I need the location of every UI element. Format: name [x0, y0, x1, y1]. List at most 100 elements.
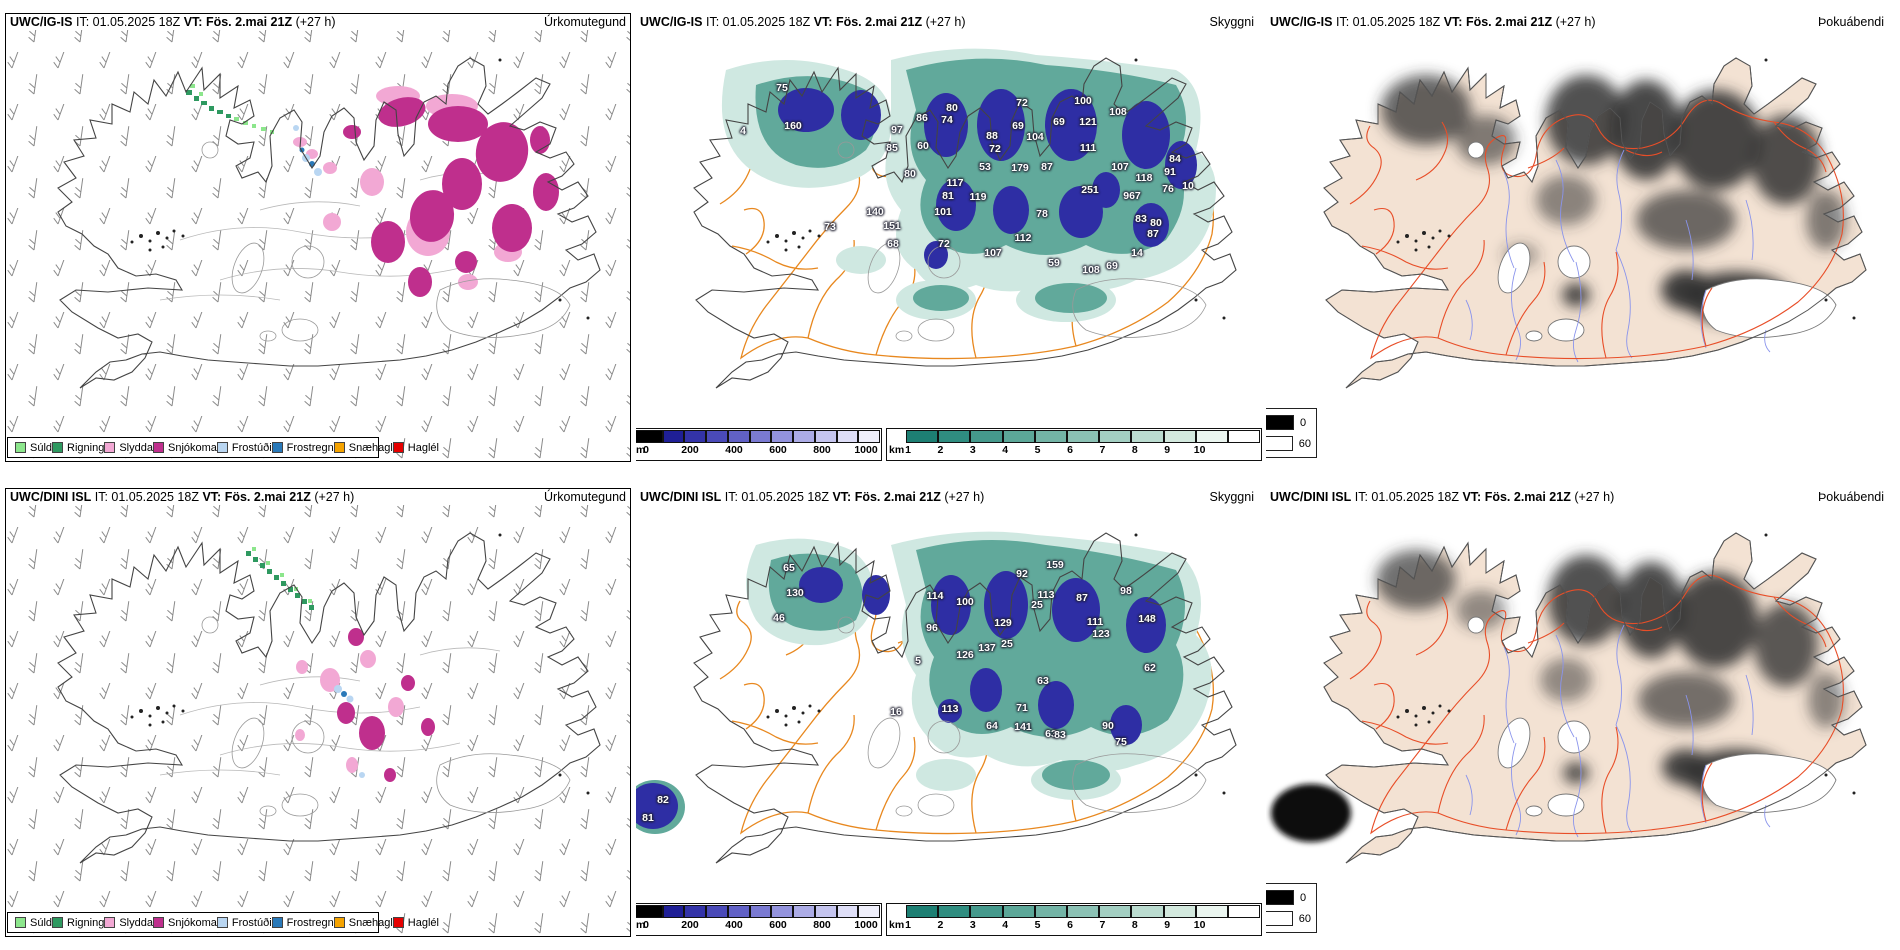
- panel-visibility-igis: 75 160 4 97 85 86 74 80 60 88 72 69 104 72 53 179 87 80 11…: [636, 0, 1266, 475]
- scale-strip-km: [906, 430, 1261, 443]
- scale-tick: 7: [1099, 919, 1106, 931]
- scale-tick: 4: [1002, 444, 1009, 456]
- scale-ticks-m: m 0 200 400 600 800 1000: [636, 443, 881, 458]
- product-label: Þokuábendi: [1817, 490, 1884, 504]
- legend-swatch: [52, 442, 64, 453]
- precip-legend-item: Frostregn: [271, 442, 334, 454]
- fog-map-igis: [1323, 57, 1867, 389]
- legend-swatch: [152, 917, 164, 928]
- precip-map-dini: [6, 505, 630, 935]
- precip-legend-item: Súld: [15, 442, 52, 454]
- scale-tick: 800: [813, 919, 831, 931]
- scale-tick: 200: [681, 919, 699, 931]
- scale-tick: 800: [813, 444, 831, 456]
- product-label: Skyggni: [1209, 15, 1254, 29]
- precip-legend-item: Rigning: [52, 442, 104, 454]
- scale-tick: 4: [1002, 919, 1009, 931]
- scale-ticks-km: km 1 2 3 4 5 6 7 8 9 10: [887, 443, 1261, 458]
- panel-header: UWC/IG-IS IT: 01.05.2025 18Z VT: Fös. 2.…: [1270, 14, 1884, 30]
- scale-unit-km: km: [889, 444, 905, 456]
- panel-header: UWC/IG-IS IT: 01.05.2025 18Z VT: Fös. 2.…: [640, 14, 1254, 30]
- product-label: Úrkomutegund: [544, 15, 626, 29]
- scale-tick: 8: [1131, 919, 1138, 931]
- visibility-areas: [721, 48, 1216, 323]
- precip-legend-item: Frostúði: [216, 442, 272, 454]
- scale-tick: 6: [1067, 444, 1073, 456]
- scale-strip-m: [636, 905, 880, 918]
- visibility-scale-m: m 0 200 400 600 800 1000: [636, 428, 882, 461]
- precip-legend-item: Haglél: [392, 917, 439, 929]
- product-label: Úrkomutegund: [544, 490, 626, 504]
- legend-swatch: [1266, 436, 1293, 451]
- legend-swatch: [271, 442, 283, 453]
- panel-header: UWC/DINI ISL IT: 01.05.2025 18Z VT: Fös.…: [640, 489, 1254, 505]
- scale-tick: 2: [937, 919, 944, 931]
- visibility-scale-km: km 1 2 3 4 5 6 7 8 9 10: [886, 428, 1262, 461]
- fog-legend: 0 60: [1266, 408, 1317, 458]
- offshore-fog-blob: [1271, 784, 1351, 842]
- precip-legend-item: Snæhagl: [333, 917, 393, 929]
- model-name: UWC/DINI ISL: [1270, 490, 1352, 504]
- panel-fog-igis: UWC/IG-IS IT: 01.05.2025 18Z VT: Fös. 2.…: [1266, 0, 1900, 475]
- legend-swatch: [104, 917, 116, 928]
- wind-barbs-layer: [6, 505, 630, 935]
- scale-tick: 2: [937, 444, 944, 456]
- panel-header: UWC/DINI ISL IT: 01.05.2025 18Z VT: Fös.…: [10, 489, 626, 505]
- panel-title: UWC/IG-IS IT: 01.05.2025 18Z VT: Fös. 2.…: [1270, 15, 1596, 29]
- precip-legend-item: Slydda: [104, 442, 153, 454]
- visibility-scale-km: km 1 2 3 4 5 6 7 8 9 10: [886, 903, 1262, 936]
- product-label: Þokuábendi: [1817, 15, 1884, 29]
- legend-swatch: [1266, 415, 1294, 430]
- fog-map-dini: [1271, 532, 1867, 864]
- precip-legend-item: Frostregn: [271, 917, 334, 929]
- visibility-map-igis: [693, 48, 1237, 389]
- scale-tick: 9: [1164, 919, 1171, 931]
- precip-map-igis: [6, 30, 630, 460]
- panel-title: UWC/DINI ISL IT: 01.05.2025 18Z VT: Fös.…: [640, 490, 985, 504]
- scale-tick: 1000: [854, 444, 878, 456]
- panel-header: UWC/DINI ISL IT: 01.05.2025 18Z VT: Fös.…: [1270, 489, 1884, 505]
- scale-ticks-km: km 1 2 3 4 5 6 7 8 9 10: [887, 918, 1261, 933]
- scale-tick: 10: [1193, 444, 1206, 456]
- scale-tick: 400: [725, 444, 743, 456]
- legend-swatch: [271, 917, 283, 928]
- legend-swatch: [15, 917, 26, 928]
- precip-legend-item: Rigning: [52, 917, 104, 929]
- legend-swatch: [392, 442, 404, 453]
- legend-swatch: [52, 917, 64, 928]
- legend-swatch: [152, 442, 164, 453]
- scale-tick: 0: [643, 919, 649, 931]
- scale-ticks-m: m 0 200 400 600 800 1000: [636, 918, 881, 933]
- panel-precip-igis: UWC/IG-IS IT: 01.05.2025 18Z VT: Fös. 2.…: [0, 0, 636, 475]
- model-name: UWC/DINI ISL: [10, 490, 92, 504]
- scale-strip-m: [636, 430, 880, 443]
- scale-strip-km: [906, 905, 1261, 918]
- legend-swatch: [216, 442, 228, 453]
- visibility-map-dini: [636, 531, 1237, 864]
- scale-unit-m: m: [636, 919, 646, 931]
- fog-legend-item: 60: [1266, 911, 1311, 926]
- scale-tick: 1: [905, 444, 911, 456]
- fog-legend-item: 0: [1266, 415, 1311, 430]
- legend-swatch: [1266, 890, 1294, 905]
- precip-type-legend: Súld Rigning Slydda Snjókoma Frostúði Frostre…: [7, 912, 439, 933]
- scale-tick: 8: [1131, 444, 1138, 456]
- scale-tick: 1000: [854, 919, 878, 931]
- offshore-low-visibility-blob: [636, 780, 685, 834]
- scale-tick: 1: [905, 919, 911, 931]
- panel-precip-dini: UWC/DINI ISL IT: 01.05.2025 18Z VT: Fös.…: [0, 475, 636, 950]
- precip-legend-item: Súld: [15, 917, 52, 929]
- precip-legend-item: Frostúði: [216, 917, 272, 929]
- precip-legend-item: Snæhagl: [333, 442, 393, 454]
- precip-legend-item: Snjókoma: [152, 442, 217, 454]
- scale-tick: 200: [681, 444, 699, 456]
- panel-title: UWC/IG-IS IT: 01.05.2025 18Z VT: Fös. 2.…: [10, 15, 336, 29]
- scale-tick: 600: [769, 919, 787, 931]
- precip-type-legend: Súld Rigning Slydda Snjókoma Frostúði Frostre…: [7, 437, 439, 458]
- legend-swatch: [333, 917, 345, 928]
- scale-tick: 3: [969, 919, 976, 931]
- fog-legend-item: 0: [1266, 890, 1311, 905]
- product-label: Skyggni: [1209, 490, 1254, 504]
- panel-visibility-dini: 65 130 46 92 114 100 96 25 129 137 25 126 63 71 16 113 6…: [636, 475, 1266, 950]
